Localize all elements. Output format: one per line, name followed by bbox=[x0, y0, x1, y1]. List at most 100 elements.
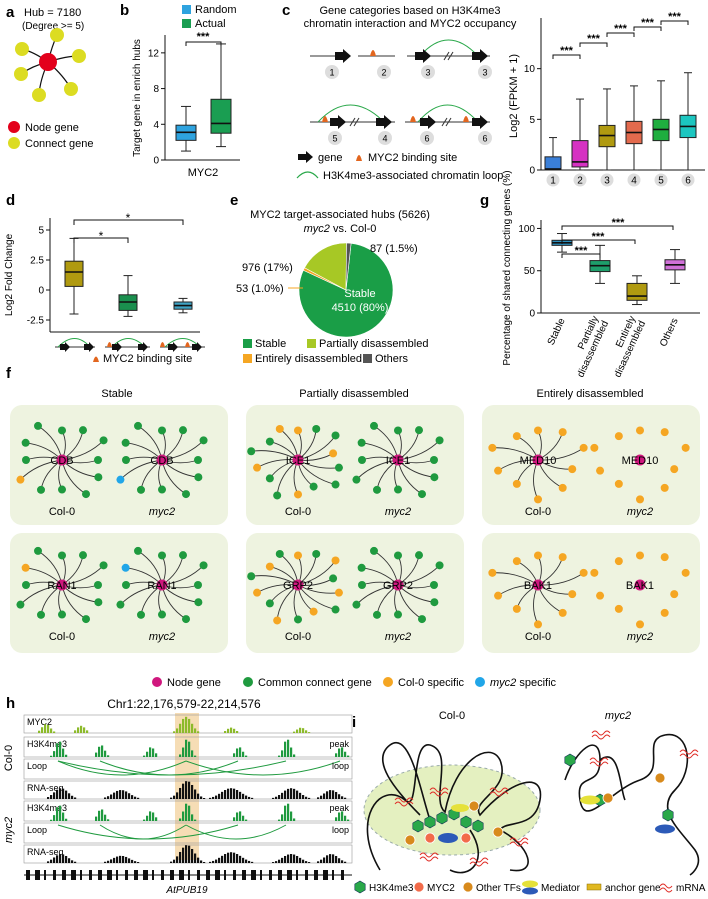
panel-h-letter: h bbox=[6, 695, 15, 712]
panel-f: f Stable Partially disassembled Entirely… bbox=[6, 365, 700, 689]
signal-bar bbox=[329, 854, 332, 863]
signal-bar bbox=[107, 860, 110, 863]
panel-a-title: Hub = 7180 bbox=[24, 7, 81, 19]
c-legend-loop: H3K4me3-associated chromatin loop bbox=[323, 170, 503, 182]
hub-name: BAK1 bbox=[626, 580, 654, 592]
mrna-wave bbox=[509, 837, 529, 843]
connect-node bbox=[194, 473, 203, 482]
connect-node bbox=[265, 599, 274, 608]
d-ylabel: Log2 Fold Change bbox=[4, 233, 15, 316]
f-networks bbox=[16, 421, 690, 629]
h-tracks: MYC2 H3K4me3 Loop RNA-seq H3K4me3 Loop RNA-seq… bbox=[23, 714, 353, 864]
signal-bar bbox=[194, 728, 197, 733]
connect-node bbox=[182, 615, 190, 624]
genotype-myc2: myc2 bbox=[385, 506, 411, 518]
genotype-col0: Col-0 bbox=[285, 631, 311, 643]
connect-node bbox=[435, 436, 444, 445]
signal-bar bbox=[212, 860, 215, 863]
legend-mediator-top bbox=[522, 880, 538, 888]
box-loop bbox=[64, 260, 84, 287]
signal-bar bbox=[293, 854, 296, 863]
pie-slice-others bbox=[345, 242, 352, 291]
hub-box bbox=[246, 405, 464, 525]
c2-x-categories: 1 2 3 4 5 6 bbox=[546, 173, 695, 187]
signal-bar bbox=[233, 817, 236, 821]
connect-node bbox=[331, 605, 340, 614]
track-frame bbox=[23, 758, 353, 780]
loop-arc bbox=[57, 824, 239, 840]
mrna-wave bbox=[469, 861, 489, 867]
g-bracket-1 bbox=[561, 253, 601, 258]
signal-bar bbox=[284, 855, 287, 863]
signal-bar bbox=[74, 797, 77, 799]
signal-bar bbox=[197, 793, 200, 799]
signal-bar bbox=[242, 793, 245, 799]
e-title: MYC2 target-associated hubs (5626) bbox=[250, 209, 430, 221]
connect-node bbox=[488, 443, 497, 452]
exon-block bbox=[323, 870, 328, 880]
signal-bar bbox=[224, 731, 227, 733]
connect-node bbox=[37, 610, 45, 619]
hub-node bbox=[56, 454, 68, 466]
exon-block bbox=[89, 870, 92, 880]
signal-bar bbox=[137, 797, 140, 799]
connect-node bbox=[357, 563, 366, 572]
connect-node bbox=[596, 466, 605, 475]
track-name: H3K4me3 bbox=[27, 739, 67, 749]
connect-node bbox=[94, 473, 103, 482]
signal-bar bbox=[176, 856, 179, 863]
signal-bar bbox=[56, 743, 59, 757]
signal-bar bbox=[65, 855, 68, 863]
category-number: 5 bbox=[332, 134, 337, 144]
signal-bar bbox=[104, 814, 107, 821]
sig-label: *** bbox=[641, 17, 655, 29]
category-circle bbox=[478, 65, 492, 79]
y-tick-label: 8 bbox=[153, 84, 159, 95]
c-gene-arrows bbox=[330, 49, 488, 129]
signal-bar bbox=[74, 730, 77, 733]
signal-bar bbox=[203, 797, 206, 799]
connect-node bbox=[312, 549, 321, 558]
e-legend-entire: Entirely disassembled bbox=[255, 353, 362, 365]
panel-b: b Random Actual 0 4 8 12 Target gene in enr… bbox=[120, 2, 240, 179]
connect-node bbox=[273, 491, 282, 500]
signal-bar bbox=[182, 718, 185, 733]
track-peak-label: peak bbox=[329, 803, 349, 813]
signal-bar bbox=[176, 728, 179, 733]
connect-node bbox=[194, 456, 202, 464]
signal-bar bbox=[62, 748, 65, 757]
y-tick-label: 0 bbox=[529, 309, 535, 320]
signal-bar bbox=[179, 723, 182, 733]
signal-bar bbox=[317, 861, 320, 863]
other-tf-ball bbox=[654, 772, 666, 784]
signal-bar bbox=[191, 723, 194, 733]
signal-bar bbox=[50, 795, 53, 799]
exon-block bbox=[206, 870, 210, 880]
f-legend-myc2: myc2 specific bbox=[490, 677, 557, 689]
c-binding-sites bbox=[322, 50, 469, 122]
signal-bar bbox=[191, 848, 194, 863]
signal-bar bbox=[137, 862, 140, 863]
hub-node bbox=[634, 579, 646, 591]
signal-bar bbox=[287, 803, 290, 821]
c-break-marks bbox=[349, 51, 454, 127]
connect-node bbox=[294, 490, 302, 499]
mrna-wave bbox=[394, 797, 414, 803]
signal-bar bbox=[173, 731, 176, 733]
genotype-myc2: myc2 bbox=[385, 631, 411, 643]
signal-bar bbox=[290, 788, 293, 799]
sig-bracket bbox=[579, 42, 608, 47]
connect-node bbox=[394, 610, 402, 619]
y-tick-label: 4 bbox=[153, 120, 159, 131]
signal-bar bbox=[302, 795, 305, 799]
connect-node bbox=[58, 610, 66, 619]
x-category-circle bbox=[681, 173, 695, 187]
signal-bar bbox=[197, 731, 200, 733]
track-loop-label: loop bbox=[332, 761, 349, 771]
connect-node bbox=[334, 463, 343, 472]
connect-node bbox=[373, 610, 381, 619]
hub-node bbox=[532, 579, 544, 591]
signal-bar bbox=[323, 857, 326, 863]
signal-bar bbox=[287, 739, 290, 757]
